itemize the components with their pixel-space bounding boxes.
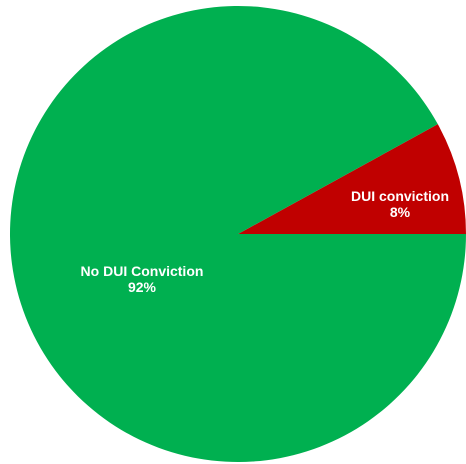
- slice-category-text: No DUI Conviction: [81, 263, 204, 279]
- slice-category-text: DUI conviction: [351, 188, 449, 204]
- pie-slice-dui-conviction: [238, 124, 466, 234]
- pie-labels: DUI conviction 8% No DUI Conviction 92%: [81, 188, 449, 295]
- pie-slice-no-dui-conviction: [10, 6, 466, 462]
- pie-slices: [10, 6, 466, 462]
- slice-label-no-dui-conviction: No DUI Conviction 92%: [81, 263, 204, 295]
- slice-label-dui-conviction: DUI conviction 8%: [351, 188, 449, 220]
- slice-value-text: 8%: [390, 204, 411, 220]
- slice-value-text: 92%: [128, 279, 157, 295]
